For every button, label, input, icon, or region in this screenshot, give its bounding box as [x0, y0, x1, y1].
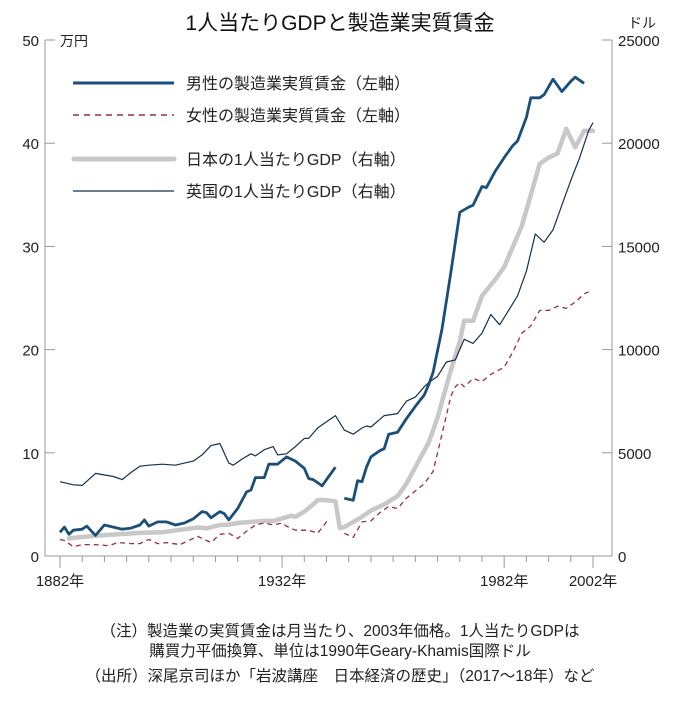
series-male-wage: [58, 75, 585, 537]
left-axis-tick-label: 0: [31, 549, 39, 566]
right-axis-tick-label: 0: [618, 549, 626, 566]
legend-label-japan-gdp: 日本の1人当たりGDP（右軸）: [186, 151, 406, 169]
series-female-wage-line: [344, 291, 589, 539]
series-female-wage: [59, 291, 589, 548]
left-axis-tick-label: 30: [22, 239, 39, 256]
chart-notes: （注）製造業の実質賃金は月当たり、2003年価格。1人当たりGDPは 購買力平価…: [0, 622, 680, 687]
left-axis-tick-label: 50: [22, 33, 39, 50]
legend-label-male-wage: 男性の製造業実質賃金（左軸）: [186, 75, 410, 93]
series-uk-gdp-line: [59, 122, 594, 486]
source-line: （出所）深尾京司ほか「岩波講座 日本経済の歴史」（2017～18年）など: [85, 668, 595, 685]
note-line-1: （注）製造業の実質賃金は月当たり、2003年価格。1人当たりGDPは: [100, 623, 580, 640]
right-axis-unit: ドル: [628, 15, 656, 31]
right-axis-tick-label: 20000: [618, 136, 660, 153]
x-axis-tick-label: 1932年: [258, 573, 306, 590]
left-axis-tick-label: 40: [22, 136, 39, 153]
legend-item-uk-gdp: 英国の1人当たりGDP（右軸）: [73, 183, 406, 201]
chart: 1人当たりGDPと製造業実質賃金 0 10 20 30 40 50 0 5000 10000 1…: [22, 12, 660, 590]
series-layer: [58, 75, 596, 548]
right-axis-tick-label: 10000: [618, 343, 660, 360]
series-male-wage-line: [58, 455, 337, 537]
legend-item-japan-gdp: 日本の1人当たりGDP（右軸）: [71, 151, 406, 169]
left-axis-tick-label: 20: [22, 343, 39, 360]
series-japan-gdp-line: [66, 126, 596, 541]
x-axis-tick-label: 1882年: [36, 573, 84, 590]
series-male-wage-line: [343, 75, 585, 502]
legend: 男性の製造業実質賃金（左軸） 女性の製造業実質賃金（左軸） 日本の1人当たりGD…: [71, 75, 410, 201]
right-axis-tick-label: 5000: [618, 446, 651, 463]
x-axis-tick-label: 1982年: [480, 573, 528, 590]
x-axis-tick-label: 2002年: [569, 573, 617, 590]
right-axis-tick-label: 25000: [618, 33, 660, 50]
left-axis-unit: 万円: [60, 33, 88, 49]
right-axis: 0 5000 10000 15000 20000 25000: [602, 33, 660, 566]
legend-label-uk-gdp: 英国の1人当たりGDP（右軸）: [186, 183, 406, 201]
series-female-wage-line: [59, 520, 332, 548]
x-axis: 1882年 1932年 1982年 2002年: [36, 555, 617, 590]
legend-item-male-wage: 男性の製造業実質賃金（左軸）: [73, 75, 410, 93]
left-axis-tick-label: 10: [22, 446, 39, 463]
legend-item-female-wage: 女性の製造業実質賃金（左軸）: [73, 106, 410, 125]
chart-title: 1人当たりGDPと製造業実質賃金: [185, 12, 494, 35]
series-japan-gdp: [66, 126, 596, 541]
left-axis: 0 10 20 30 40 50: [22, 33, 55, 566]
right-axis-tick-label: 15000: [618, 239, 660, 256]
note-line-2: 購買力平価換算、単位は1990年Geary-Khamis国際ドル: [149, 643, 531, 660]
legend-label-female-wage: 女性の製造業実質賃金（左軸）: [186, 106, 410, 125]
series-uk-gdp: [59, 122, 594, 486]
